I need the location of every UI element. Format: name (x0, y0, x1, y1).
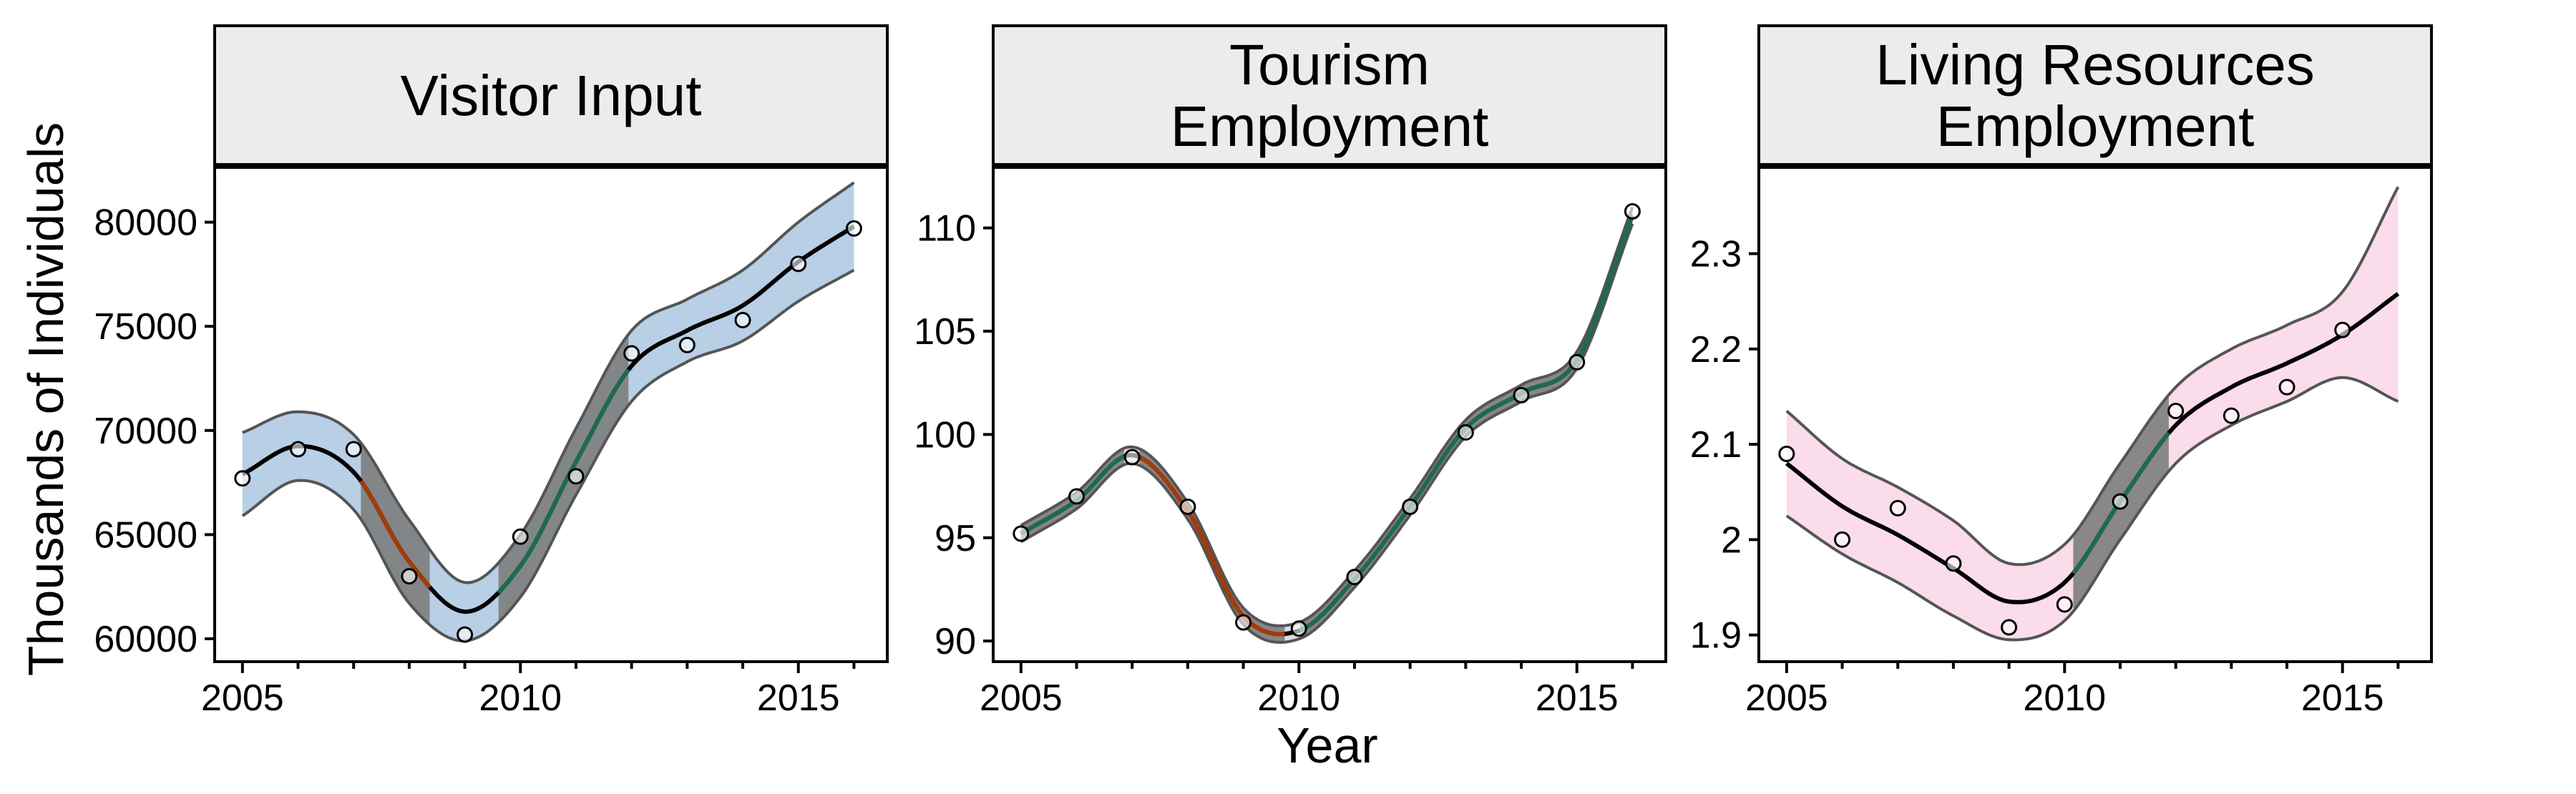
y-tick-label: 2.2 (1690, 329, 1742, 371)
y-tick-label: 110 (917, 208, 976, 250)
panel-border (992, 165, 1667, 663)
data-point (1068, 488, 1085, 505)
y-tick-label: 90 (935, 621, 976, 662)
data-point (1123, 449, 1141, 466)
data-point (845, 220, 862, 237)
panel-strip (1757, 24, 2433, 167)
x-tick-label: 2015 (757, 677, 840, 719)
lower-bound-line (1785, 376, 2399, 642)
panel-title: Tourism (1229, 33, 1430, 97)
data-point (1778, 445, 1795, 462)
panels: Visitor Input 2005 2010 2015 60000 65000 70000… (94, 24, 2433, 719)
lower-bound-line (241, 268, 855, 642)
panel-strip (992, 24, 1667, 167)
y-tick-label: 70000 (94, 411, 197, 452)
data-point (790, 255, 807, 273)
significant-change-band (1299, 207, 1633, 639)
data-point (2167, 403, 2185, 420)
x-tick-label: 2005 (1745, 677, 1828, 719)
data-point (1945, 555, 1962, 572)
data-point (1290, 620, 1307, 637)
data-point (2112, 493, 2129, 510)
data-point (234, 470, 251, 487)
y-tick-label: 80000 (94, 202, 197, 244)
y-tick-label: 2.1 (1690, 424, 1742, 466)
data-point (2001, 619, 2018, 636)
data-point (345, 441, 362, 458)
upper-bound-line (1785, 186, 2400, 567)
data-point (1402, 498, 1419, 515)
x-tick-label: 2015 (1536, 677, 1619, 719)
panel-plot-area (234, 181, 862, 643)
y-tick-label: 1.9 (1690, 615, 1742, 657)
data-point (1513, 387, 1530, 404)
significant-change-band (498, 334, 629, 622)
data-point (1179, 498, 1196, 515)
y-tick-label: 105 (914, 311, 976, 353)
y-tick-label: 75000 (94, 306, 197, 348)
x-tick-label: 2010 (2023, 677, 2106, 719)
decrease-segment (1138, 455, 1285, 637)
y-tick-label: 2 (1721, 519, 1742, 561)
panel-strip (213, 24, 889, 167)
data-point (678, 336, 696, 353)
data-point (567, 468, 585, 485)
x-tick-label: 2010 (479, 677, 562, 719)
panel-1: Visitor Input 2005 2010 2015 60000 65000 70000… (94, 24, 889, 719)
data-point (2278, 378, 2296, 396)
data-point (290, 441, 307, 458)
data-point (2056, 596, 2073, 613)
panel-title: Employment (1936, 94, 2255, 158)
y-tick-label: 95 (935, 518, 976, 559)
x-tick-label: 2005 (980, 677, 1063, 719)
data-point (1624, 203, 1641, 220)
panel-plot-area (1013, 203, 1641, 644)
panel-title: Living Resources (1875, 33, 2315, 97)
y-axis-title: Thousands of Individuals (18, 122, 74, 676)
confidence-band (242, 182, 854, 641)
y-tick-label: 2.3 (1690, 234, 1742, 275)
data-point (1013, 525, 1030, 542)
data-point (734, 311, 751, 328)
confidence-band (1786, 187, 2399, 640)
x-tick-label: 2015 (2301, 677, 2384, 719)
data-point (1834, 531, 1851, 548)
data-point (401, 568, 418, 585)
data-point (1568, 353, 1586, 371)
data-point (1346, 569, 1363, 586)
y-tick-label: 65000 (94, 514, 197, 556)
panel-border (1757, 165, 2433, 663)
confidence-band (1020, 207, 1633, 642)
data-point (1457, 423, 1474, 441)
decrease-segment (358, 479, 431, 589)
data-point (1889, 499, 1906, 516)
upper-bound-line (242, 181, 855, 584)
x-tick-label: 2010 (1257, 677, 1340, 719)
panel-title: Employment (1171, 94, 1489, 158)
panel-title: Visitor Input (401, 64, 702, 127)
data-point (2223, 407, 2240, 424)
data-point (623, 345, 640, 362)
y-tick-label: 100 (914, 414, 976, 456)
data-point (512, 528, 529, 545)
data-point (457, 626, 474, 643)
data-point (2334, 321, 2351, 338)
lower-bound-line (1020, 223, 1634, 644)
fit-line (1020, 215, 1635, 637)
increase-segment (497, 368, 630, 594)
data-point (1235, 614, 1252, 631)
x-tick-label: 2005 (201, 677, 284, 719)
upper-bound-line (1020, 207, 1634, 627)
panel-plot-area (1778, 186, 2400, 642)
y-tick-label: 60000 (94, 619, 197, 660)
x-axis-title: Year (1277, 717, 1377, 773)
